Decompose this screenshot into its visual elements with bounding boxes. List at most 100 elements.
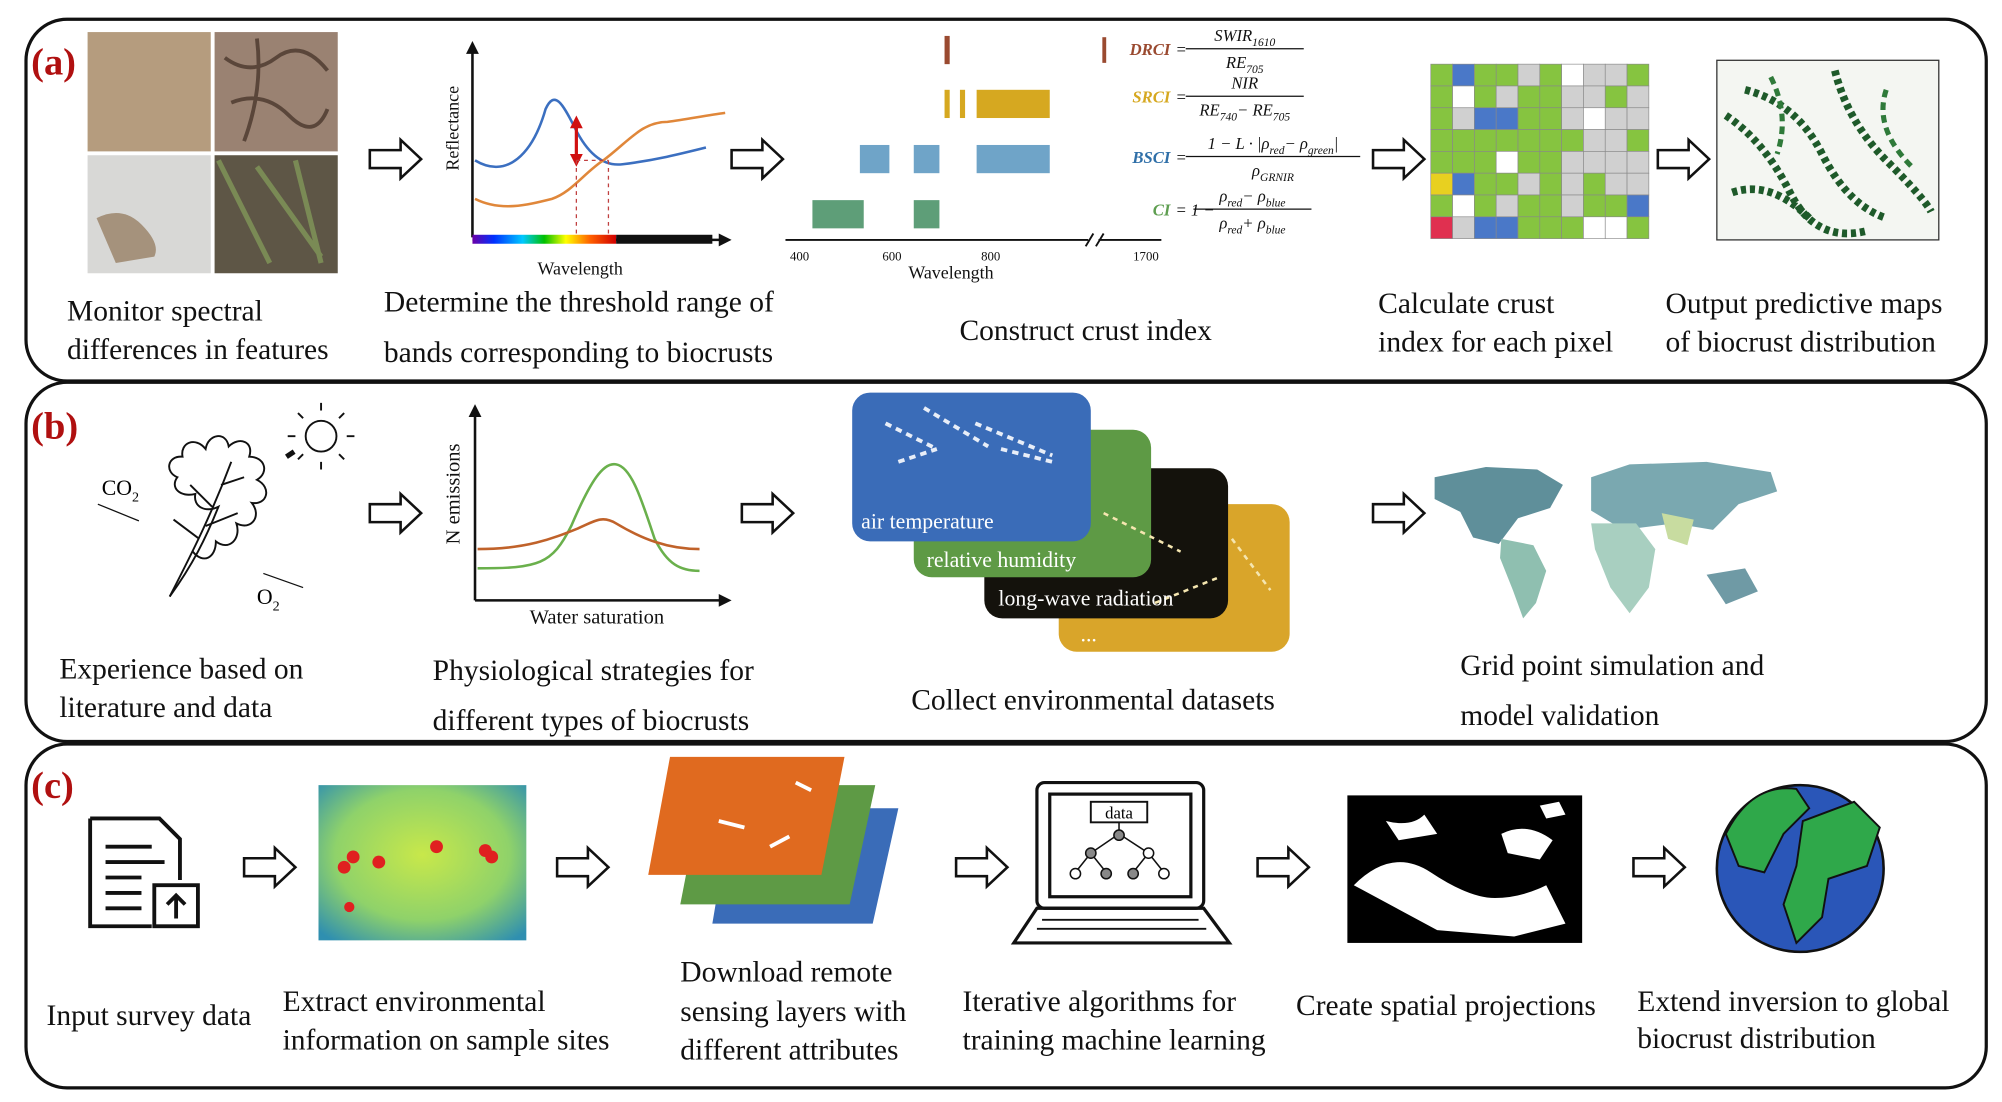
grid-cell — [1604, 107, 1628, 130]
sample-map — [318, 785, 527, 941]
grid-cell — [1474, 172, 1497, 196]
denominator: ρGRNIR — [1251, 161, 1294, 184]
caption: Physiological strategies for — [433, 655, 754, 687]
grid-cell — [1495, 63, 1519, 87]
denominator: RE705 — [1225, 53, 1264, 76]
panel-label: (b) — [31, 406, 78, 448]
pixel-grid — [1430, 63, 1650, 239]
grid-cell — [1474, 151, 1497, 174]
grid-cell — [1474, 63, 1497, 87]
formula-part: ρ — [1251, 161, 1260, 180]
numerator: 1 − L · |ρred− ρgreen| — [1208, 134, 1339, 157]
formula-part: ρ — [1218, 213, 1227, 232]
formula-part: NIR — [1230, 74, 1258, 93]
tick-label: 400 — [790, 249, 809, 263]
grid-cell — [1474, 129, 1497, 152]
numerator: NIR — [1230, 74, 1258, 93]
grid-cell — [1474, 107, 1497, 130]
grid-cell — [1517, 172, 1541, 196]
grid-cell — [1452, 216, 1475, 239]
grid-cell — [1539, 172, 1562, 196]
grid-cell — [1452, 151, 1475, 174]
grid-cell — [1626, 151, 1650, 174]
subscript: blue — [1266, 198, 1286, 210]
grid-cell — [1626, 107, 1650, 130]
caption: Extend inversion to global — [1637, 986, 1949, 1018]
flow-arrow — [740, 492, 795, 534]
gas-label: CO2 — [102, 476, 139, 505]
flow-arrow — [1371, 138, 1426, 180]
grid-cell — [1604, 129, 1628, 152]
grid-cell — [1561, 85, 1584, 109]
grid-cell — [1517, 107, 1541, 130]
subscript: 705 — [1246, 64, 1264, 76]
flow-arrow — [368, 138, 423, 180]
subscript: red — [1227, 198, 1242, 210]
grid-cell — [1626, 194, 1650, 218]
grid-cell — [1583, 63, 1606, 87]
grid-cell — [1583, 194, 1606, 218]
flow-arrow — [1656, 138, 1711, 180]
formula-part: + ρ — [1242, 213, 1265, 232]
panel-frame — [24, 742, 1988, 1090]
grid-cell — [1495, 216, 1519, 239]
formula-part: − ρ — [1285, 134, 1308, 153]
caption: of biocrust distribution — [1666, 327, 1937, 359]
flow-arrow — [555, 846, 610, 888]
emissions-plot: N emissions Water saturation — [443, 404, 732, 628]
grid-cell — [1561, 63, 1584, 87]
grid-cell — [1561, 172, 1584, 196]
layer-label: relative humidity — [927, 548, 1077, 572]
caption: information on sample sites — [283, 1024, 610, 1056]
formula-part: − ρ — [1242, 186, 1265, 205]
grid-cell — [1539, 107, 1562, 130]
grid-cell — [1517, 216, 1541, 239]
caption: Determine the threshold range of — [384, 287, 774, 319]
grid-cell — [1626, 172, 1650, 196]
grid-cell — [1539, 194, 1562, 218]
tick-label: 600 — [882, 249, 901, 263]
flow-arrow — [242, 846, 297, 888]
panel-label: (c) — [31, 765, 74, 807]
caption: Input survey data — [47, 1000, 252, 1032]
axis-label: N emissions — [443, 443, 465, 544]
formula-part: | — [1334, 134, 1339, 153]
grid-cell — [1452, 194, 1475, 218]
grid-cell — [1495, 85, 1519, 109]
grid-cell — [1452, 85, 1475, 109]
grid-cell — [1517, 85, 1541, 109]
grid-cell — [1583, 129, 1606, 152]
laptop-label: data — [1105, 803, 1133, 822]
index-name: BSCI — [1131, 148, 1170, 167]
grid-cell — [1517, 151, 1541, 174]
caption: Iterative algorithms for — [963, 986, 1237, 1018]
grid-cell — [1495, 129, 1519, 152]
caption: sensing layers with — [680, 996, 906, 1028]
globe-icon — [1715, 783, 1885, 954]
grid-cell — [1583, 216, 1606, 239]
grid-cell — [1583, 151, 1606, 174]
caption: bands corresponding to biocrusts — [384, 337, 773, 369]
flow-arrow — [1632, 846, 1687, 888]
denominator: ρred+ ρblue — [1218, 213, 1285, 236]
grid-cell — [1517, 63, 1541, 87]
caption: Download remote — [680, 956, 892, 988]
index-name: DRCI — [1129, 40, 1171, 59]
flow-arrow — [1256, 846, 1311, 888]
layer-label: ... — [1081, 622, 1097, 646]
grid-cell — [1539, 63, 1562, 87]
grid-cell — [1604, 216, 1628, 239]
grid-cell — [1474, 85, 1497, 109]
grid-cell — [1561, 107, 1584, 130]
numerator: SWIR1610 — [1214, 26, 1275, 49]
gas-label: O2 — [257, 585, 280, 614]
grid-cell — [1430, 129, 1453, 152]
binary-map — [1347, 795, 1583, 943]
grid-cell — [1452, 107, 1475, 130]
caption: Monitor spectral — [67, 296, 263, 328]
grid-cell — [1604, 172, 1628, 196]
world-map — [1434, 461, 1778, 619]
subscript: GRNIR — [1260, 172, 1294, 184]
subscript: 740 — [1220, 112, 1238, 124]
index-name: CI — [1153, 201, 1171, 220]
